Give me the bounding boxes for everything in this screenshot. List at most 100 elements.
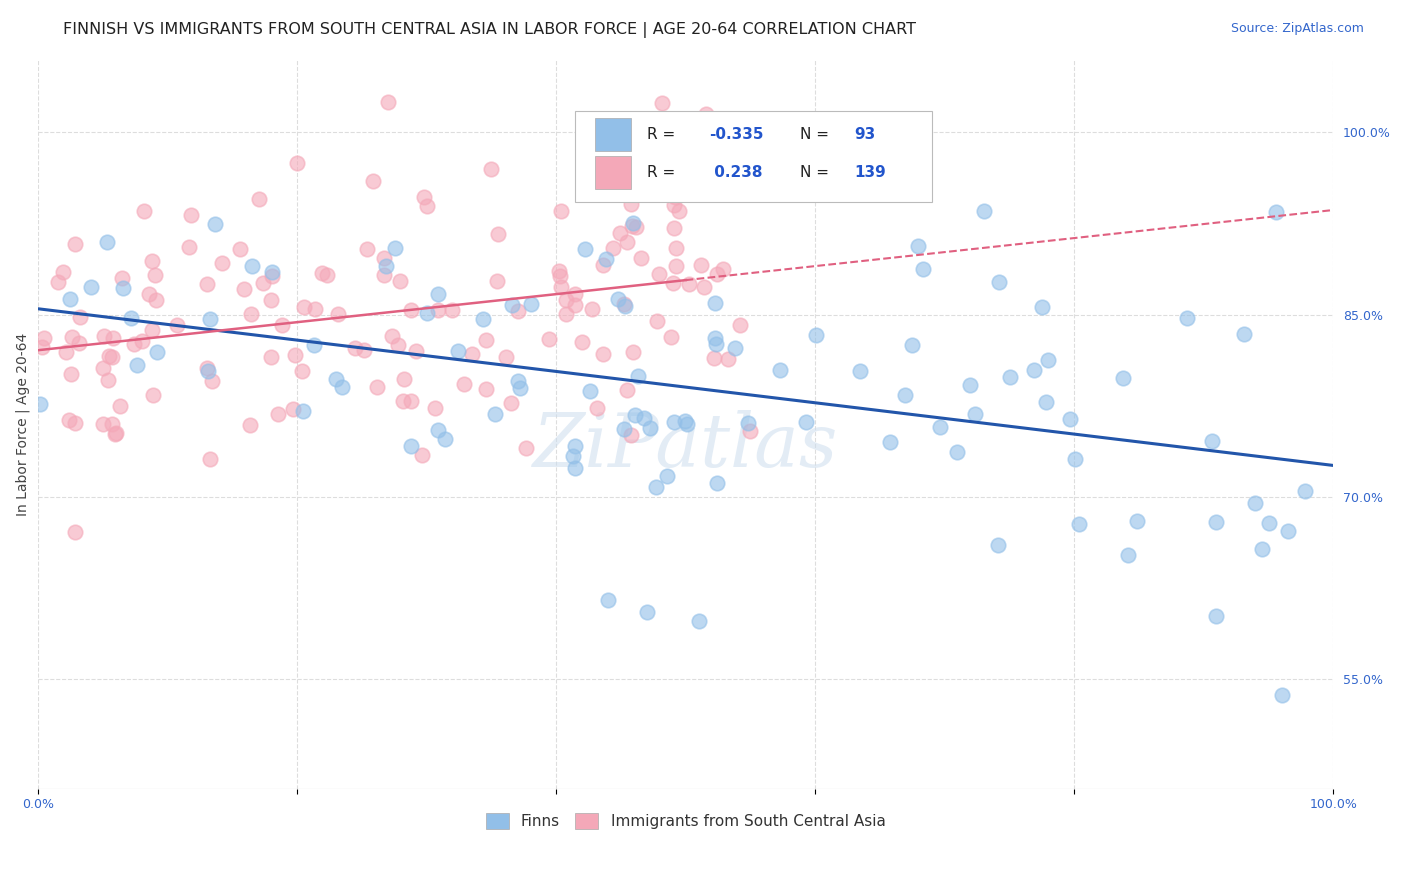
Point	[495, 351, 517, 365]
Y-axis label: In Labor Force | Age 20-64: In Labor Force | Age 20-64	[15, 333, 30, 516]
Point	[548, 264, 571, 278]
Point	[484, 407, 506, 421]
Point	[141, 254, 163, 268]
Text: R =: R =	[647, 128, 675, 142]
Point	[32, 331, 55, 345]
Point	[548, 268, 571, 283]
Point	[564, 439, 586, 453]
Point	[55, 345, 77, 359]
Point	[146, 345, 169, 359]
Point	[479, 161, 502, 176]
Point	[63, 524, 86, 539]
Point	[233, 282, 256, 296]
Point	[252, 276, 274, 290]
Point	[384, 241, 406, 255]
Text: N =: N =	[800, 128, 828, 142]
Point	[693, 279, 716, 293]
Point	[440, 302, 463, 317]
Point	[621, 345, 644, 359]
Point	[946, 444, 969, 458]
Point	[613, 297, 636, 311]
Bar	[595, 119, 631, 151]
Point	[893, 388, 915, 402]
Point	[260, 293, 283, 308]
Point	[804, 328, 827, 343]
Point	[579, 171, 602, 186]
Point	[959, 377, 981, 392]
Point	[620, 197, 643, 211]
Point	[401, 303, 423, 318]
Point	[703, 331, 725, 345]
Point	[97, 350, 120, 364]
Point	[665, 241, 688, 255]
Point	[638, 421, 661, 435]
Point	[1064, 452, 1087, 467]
Point	[377, 95, 399, 109]
Point	[695, 107, 717, 121]
Point	[648, 267, 671, 281]
Point	[724, 341, 747, 355]
Point	[621, 219, 644, 233]
Point	[1294, 483, 1316, 498]
Point	[717, 352, 740, 367]
Point	[381, 328, 404, 343]
Point	[103, 330, 125, 344]
Point	[509, 381, 531, 395]
Point	[142, 388, 165, 402]
Point	[704, 337, 727, 351]
Point	[31, 340, 53, 354]
Point	[564, 298, 586, 312]
Point	[294, 300, 316, 314]
Point	[596, 593, 619, 607]
Point	[609, 226, 631, 240]
Point	[239, 307, 262, 321]
Point	[515, 441, 537, 455]
Point	[373, 251, 395, 265]
Point	[564, 287, 586, 301]
Point	[613, 299, 636, 313]
Point	[177, 240, 200, 254]
Point	[343, 341, 366, 355]
Point	[111, 271, 134, 285]
Point	[405, 344, 427, 359]
Point	[110, 399, 132, 413]
Point	[475, 333, 498, 347]
Point	[879, 435, 901, 450]
Point	[630, 251, 652, 265]
Point	[93, 329, 115, 343]
Point	[1035, 395, 1057, 409]
Point	[550, 203, 572, 218]
Point	[592, 258, 614, 272]
Point	[620, 427, 643, 442]
Point	[607, 292, 630, 306]
Point	[621, 216, 644, 230]
Point	[636, 606, 658, 620]
Point	[688, 614, 710, 628]
Point	[96, 235, 118, 249]
Point	[616, 235, 638, 249]
Point	[973, 204, 995, 219]
Point	[427, 302, 450, 317]
Point	[461, 346, 484, 360]
Point	[59, 292, 82, 306]
Point	[65, 417, 87, 431]
Point	[60, 367, 83, 381]
Point	[664, 190, 686, 204]
Point	[284, 348, 307, 362]
Point	[91, 360, 114, 375]
Point	[675, 414, 697, 428]
Point	[998, 369, 1021, 384]
Point	[508, 303, 530, 318]
Point	[138, 287, 160, 301]
Point	[794, 415, 817, 429]
Point	[485, 274, 508, 288]
Point	[145, 268, 167, 283]
Point	[592, 347, 614, 361]
Point	[239, 418, 262, 433]
Point	[1038, 352, 1060, 367]
Point	[200, 452, 222, 467]
Point	[197, 364, 219, 378]
Point	[353, 343, 375, 357]
Point	[285, 156, 308, 170]
Point	[657, 468, 679, 483]
